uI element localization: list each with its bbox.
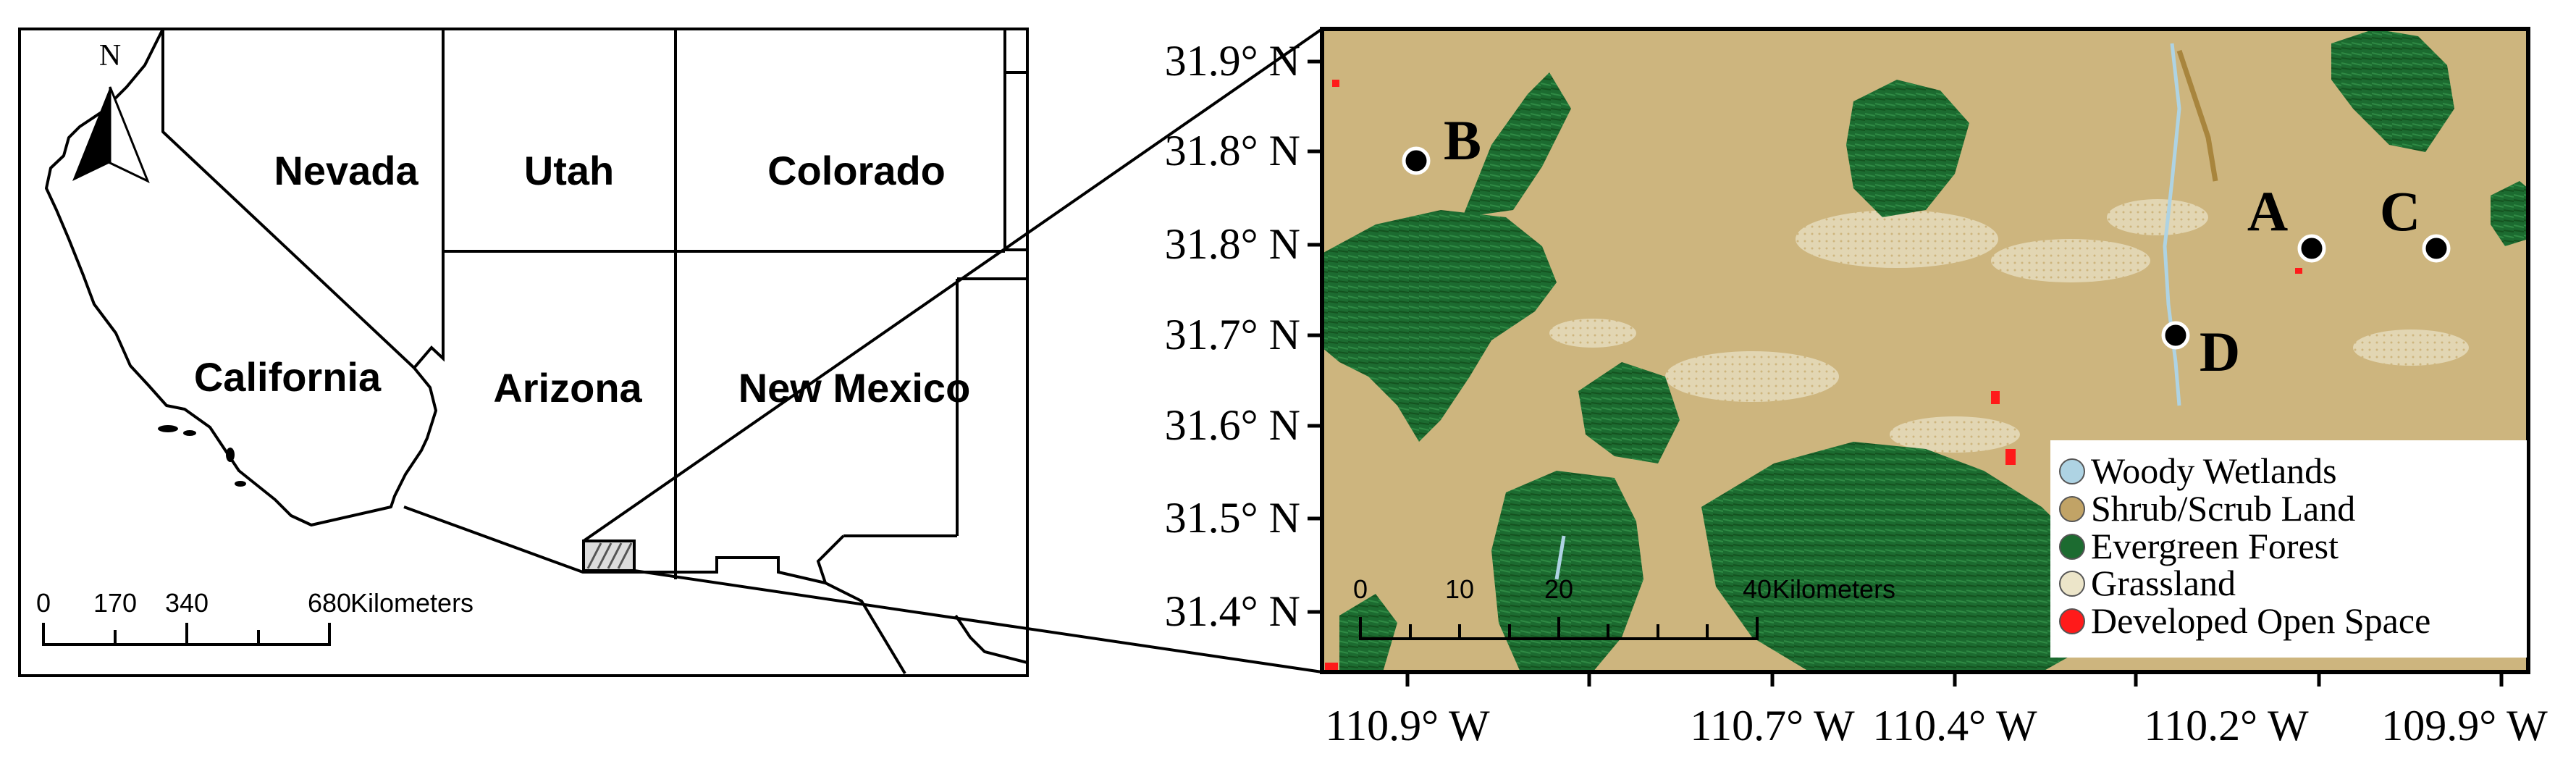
y-label: 31.5° N <box>1165 494 1300 542</box>
woody-wetlands-lines <box>1554 43 2181 580</box>
state-label-new-mexico: New Mexico <box>738 365 971 411</box>
state-label-utah: Utah <box>524 148 614 193</box>
developed-open-space-patches <box>1325 80 2302 671</box>
north-arrow-icon: N <box>72 39 150 184</box>
overview-frame <box>18 28 1029 677</box>
grassland-patches <box>1549 199 2469 453</box>
site-a: A <box>2247 180 2326 263</box>
overview-scale-unit: Kilometers <box>350 588 473 618</box>
overview-scale-tick-340: 340 <box>165 588 209 618</box>
site-b-label: B <box>1444 109 1481 172</box>
detail-scale-tick-0: 0 <box>1353 574 1368 604</box>
detail-map: 31.9° N 31.8° N 31.8° N 31.7° N 31.6° N … <box>1165 27 2548 750</box>
legend: Woody Wetlands Shrub/Scrub Land Evergree… <box>2050 440 2527 658</box>
evergreen-forest-patches <box>1322 29 2528 672</box>
y-axis-labels: 31.9° N 31.8° N 31.8° N 31.7° N 31.6° N … <box>1165 37 1300 635</box>
site-d-label: D <box>2200 320 2240 383</box>
overview-scale-tick-680: 680 <box>308 588 351 618</box>
legend-label: Grassland <box>2091 563 2236 603</box>
channel-islands <box>158 425 246 487</box>
legend-item-evergreen-forest: Evergreen Forest <box>2059 526 2339 566</box>
state-label-nevada: Nevada <box>274 148 418 193</box>
north-label: N <box>99 39 121 72</box>
legend-item-woody-wetlands: Woody Wetlands <box>2059 450 2337 491</box>
overview-scale-bar: 0 170 340 680 Kilometers <box>36 588 473 646</box>
state-borders <box>403 28 1028 675</box>
legend-label: Evergreen Forest <box>2091 526 2339 566</box>
x-label: 110.4° W <box>1872 702 2037 750</box>
x-label: 110.7° W <box>1690 702 1855 750</box>
legend-item-grassland: Grassland <box>2059 563 2236 603</box>
y-label: 31.9° N <box>1165 37 1300 85</box>
site-c: C <box>2380 180 2451 263</box>
zoom-connector-lines <box>582 28 1323 673</box>
y-label: 31.6° N <box>1165 401 1300 449</box>
overview-scale-tick-0: 0 <box>36 588 51 618</box>
detail-map-frame <box>1320 27 2530 674</box>
detail-scale-unit: Kilometers <box>1772 574 1895 604</box>
legend-item-shrub-scrub: Shrub/Scrub Land <box>2059 488 2355 529</box>
y-label: 31.8° N <box>1165 220 1300 268</box>
detail-scale-tick-20: 20 <box>1544 574 1573 604</box>
x-label: 110.9° W <box>1325 702 1490 750</box>
legend-label: Developed Open Space <box>2091 600 2430 641</box>
y-label: 31.7° N <box>1165 311 1300 358</box>
legend-box <box>2050 440 2527 658</box>
site-d: D <box>2161 320 2240 383</box>
site-c-label: C <box>2380 180 2420 243</box>
legend-item-developed-open-space: Developed Open Space <box>2059 600 2430 641</box>
detail-scale-tick-40: 40 <box>1743 574 1772 604</box>
site-markers: A B C D <box>1402 109 2451 383</box>
state-label-arizona: Arizona <box>493 365 642 411</box>
site-a-label: A <box>2247 180 2288 243</box>
overview-scale-tick-170: 170 <box>93 588 137 618</box>
x-axis-labels: 110.9° W 110.7° W 110.4° W 110.2° W 109.… <box>1325 702 2548 750</box>
detail-scale-bar: 0 10 20 40 Kilometers <box>1353 574 1895 640</box>
site-b: B <box>1402 109 1481 175</box>
state-label-california: California <box>194 354 382 400</box>
x-label: 109.9° W <box>2381 702 2548 750</box>
shrub-scrub-lines <box>2176 49 2218 182</box>
overview-map: Nevada Utah Colorado California Arizona … <box>18 28 1029 677</box>
state-label-colorado: Colorado <box>767 148 946 193</box>
axis-ticks <box>1308 59 2504 687</box>
y-label: 31.8° N <box>1165 127 1300 175</box>
y-label: 31.4° N <box>1165 587 1300 635</box>
legend-label: Woody Wetlands <box>2091 450 2337 491</box>
california-outline <box>45 28 437 526</box>
legend-label: Shrub/Scrub Land <box>2091 488 2355 529</box>
detail-scale-tick-10: 10 <box>1445 574 1474 604</box>
x-label: 110.2° W <box>2144 702 2309 750</box>
